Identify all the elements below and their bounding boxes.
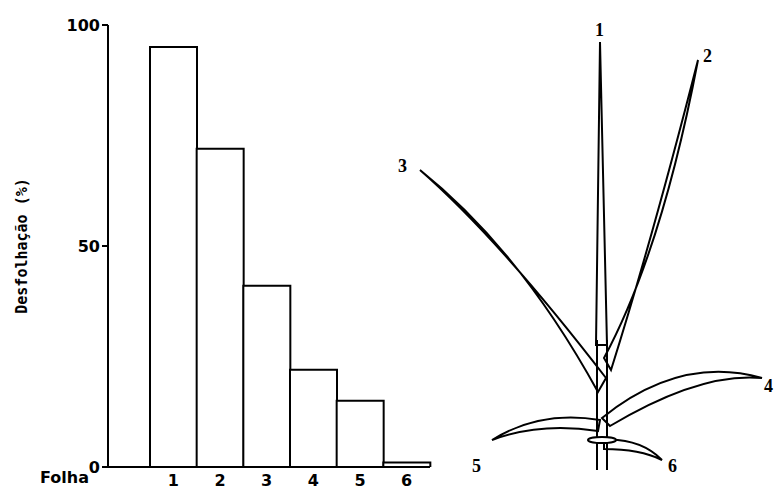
svg-text:100: 100 <box>67 16 100 35</box>
svg-text:5: 5 <box>354 471 365 490</box>
svg-text:4: 4 <box>764 376 773 396</box>
svg-text:4: 4 <box>308 471 319 490</box>
svg-text:2: 2 <box>214 471 225 490</box>
svg-text:0: 0 <box>89 458 100 477</box>
svg-text:Folha: Folha <box>40 468 89 487</box>
svg-text:6: 6 <box>668 456 677 476</box>
svg-text:5: 5 <box>472 456 481 476</box>
svg-text:Desfolhação (%): Desfolhação (%) <box>13 178 31 313</box>
svg-text:2: 2 <box>703 46 712 66</box>
svg-text:50: 50 <box>78 237 100 256</box>
svg-text:3: 3 <box>261 471 272 490</box>
svg-text:1: 1 <box>595 20 604 40</box>
svg-text:6: 6 <box>401 471 412 490</box>
svg-text:1: 1 <box>168 471 179 490</box>
svg-text:3: 3 <box>398 156 407 176</box>
